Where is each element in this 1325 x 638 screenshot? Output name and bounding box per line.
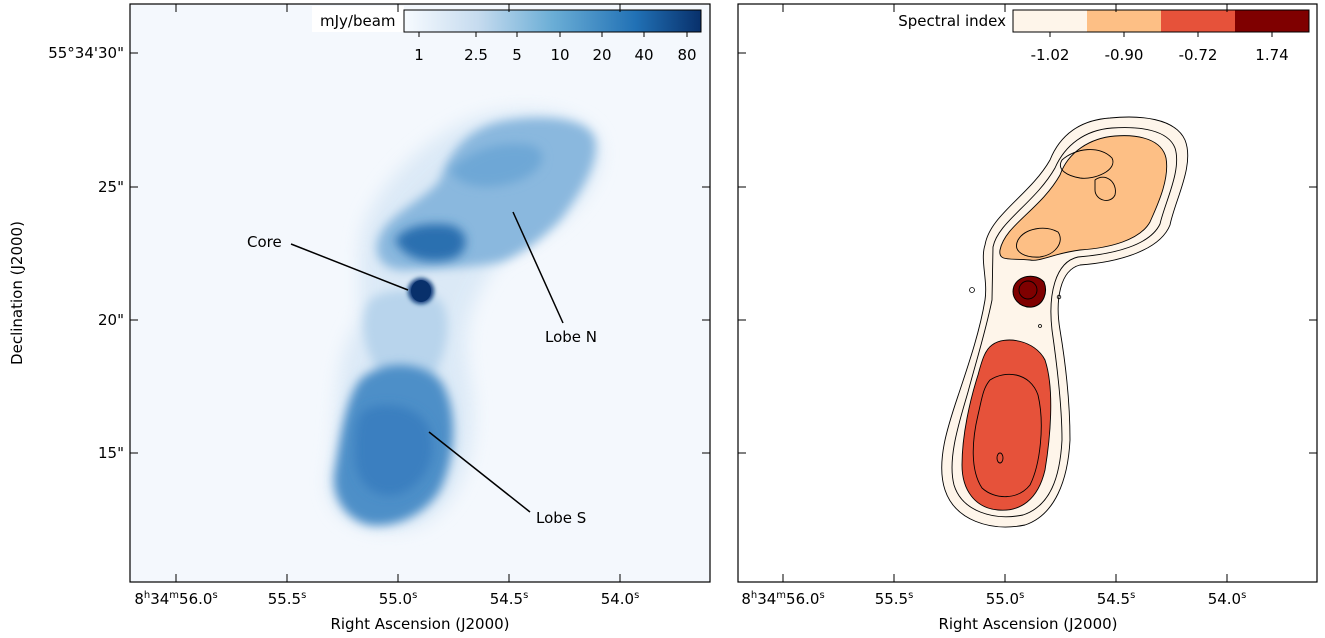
y-tick-label-30: 55°34'30" [48, 44, 124, 62]
x-tick-label-550: 55.0s [379, 590, 418, 608]
r-x-tick-label-550: 55.0s [986, 590, 1025, 608]
lobe-n-label: Lobe N [545, 328, 597, 346]
noise-contour-a [1056, 294, 1062, 300]
left-x-axis: 8h34m56.0s 55.5s 55.0s 54.5s 54.0s Right… [134, 4, 639, 633]
spectral-colorbar-frame [1012, 9, 1310, 33]
core-peak [411, 280, 431, 302]
core-pointer-line [290, 243, 409, 291]
y-axis-label: Declination (J2000) [8, 221, 26, 365]
lobe-s-inner-contour [972, 373, 1042, 498]
r-x-tick-label-56: 8h34m56.0s [741, 590, 824, 608]
spectral-tick-3: -0.72 [1179, 46, 1218, 64]
radio-source-image [328, 110, 601, 530]
spectral-tick-2: -0.90 [1105, 46, 1144, 64]
x-axis-label-right: Right Ascension (J2000) [938, 615, 1117, 633]
spectral-index-map [941, 116, 1189, 528]
noise-contour-c [1038, 324, 1042, 328]
left-colorbar-title: mJy/beam [320, 12, 396, 30]
left-colorbar-scale [403, 9, 702, 33]
spectral-tick-1: -1.02 [1031, 46, 1070, 64]
cb-tick-7: 80 [677, 46, 696, 64]
lobe-n-hotspot [395, 223, 466, 262]
spectral-bin-1 [1013, 10, 1087, 32]
left-colorbar-title-bg [312, 6, 404, 32]
x-tick-label-545: 54.5s [490, 590, 529, 608]
contour-level-2 [951, 127, 1178, 518]
cb-tick-5: 20 [592, 46, 611, 64]
spectral-bin-2 [1087, 10, 1161, 32]
cb-tick-4: 10 [550, 46, 569, 64]
left-panel: Core Lobe N Lobe S mJy/beam 1 2.5 5 10 2… [8, 3, 711, 633]
x-axis-label-left: Right Ascension (J2000) [330, 615, 509, 633]
lobe-s-spectral-region [961, 339, 1052, 511]
spectral-tick-4: 1.74 [1255, 46, 1288, 64]
spectral-bin-3 [1161, 10, 1235, 32]
lobe-n-inner-contour-b [1094, 176, 1116, 201]
cb-tick-1: 1 [414, 46, 424, 64]
r-x-tick-label-545: 54.5s [1097, 590, 1136, 608]
core-contour-inner [1018, 280, 1038, 300]
lobe-n-pointer-line [512, 211, 564, 324]
lobe-s-inner [355, 405, 433, 496]
lobe-n-inner-contour-c [1016, 227, 1061, 258]
r-x-tick-label-540: 54.0s [1208, 590, 1247, 608]
cb-tick-2: 2.5 [464, 46, 488, 64]
y-tick-label-25: 25" [98, 178, 124, 196]
jet-bridge [363, 290, 448, 384]
noise-contour-b [969, 287, 975, 293]
right-axes-frame [737, 3, 1318, 583]
y-tick-label-15: 15" [98, 444, 124, 462]
y-tick-label-20: 20" [98, 311, 124, 329]
x-tick-label-56: 8h34m56.0s [134, 590, 217, 608]
cb-tick-3: 5 [512, 46, 522, 64]
x-tick-label-555: 55.5s [268, 590, 307, 608]
lobe-n-spectral-region [999, 135, 1168, 261]
right-y-axis [738, 52, 1317, 454]
left-colorbar: mJy/beam 1 2.5 5 10 20 40 80 [312, 6, 702, 64]
r-x-tick-label-555: 55.5s [875, 590, 914, 608]
right-x-axis: 8h34m56.0s 55.5s 55.0s 54.5s 54.0s Right… [741, 4, 1246, 633]
right-panel: Spectral index -1.02 -0.90 -0.72 1.74 [737, 3, 1318, 633]
x-tick-label-540: 54.0s [601, 590, 640, 608]
right-colorbar: Spectral index -1.02 -0.90 -0.72 1.74 [898, 9, 1310, 64]
core-label: Core [247, 233, 282, 251]
lobe-s-pointer-line [428, 431, 531, 513]
lobe-n-ridge [450, 143, 543, 187]
spectral-bin-4 [1235, 10, 1309, 32]
lobe-s-compact-contour [996, 452, 1004, 464]
left-y-axis: 55°34'30" 25" 20" 15" Declination (J2000… [8, 44, 710, 462]
lobe-n-inner-contour-a [1060, 149, 1114, 179]
lobe-s-label: Lobe S [536, 509, 586, 527]
cb-tick-6: 40 [634, 46, 653, 64]
left-axes-frame [129, 3, 711, 583]
right-colorbar-title: Spectral index [898, 12, 1006, 30]
